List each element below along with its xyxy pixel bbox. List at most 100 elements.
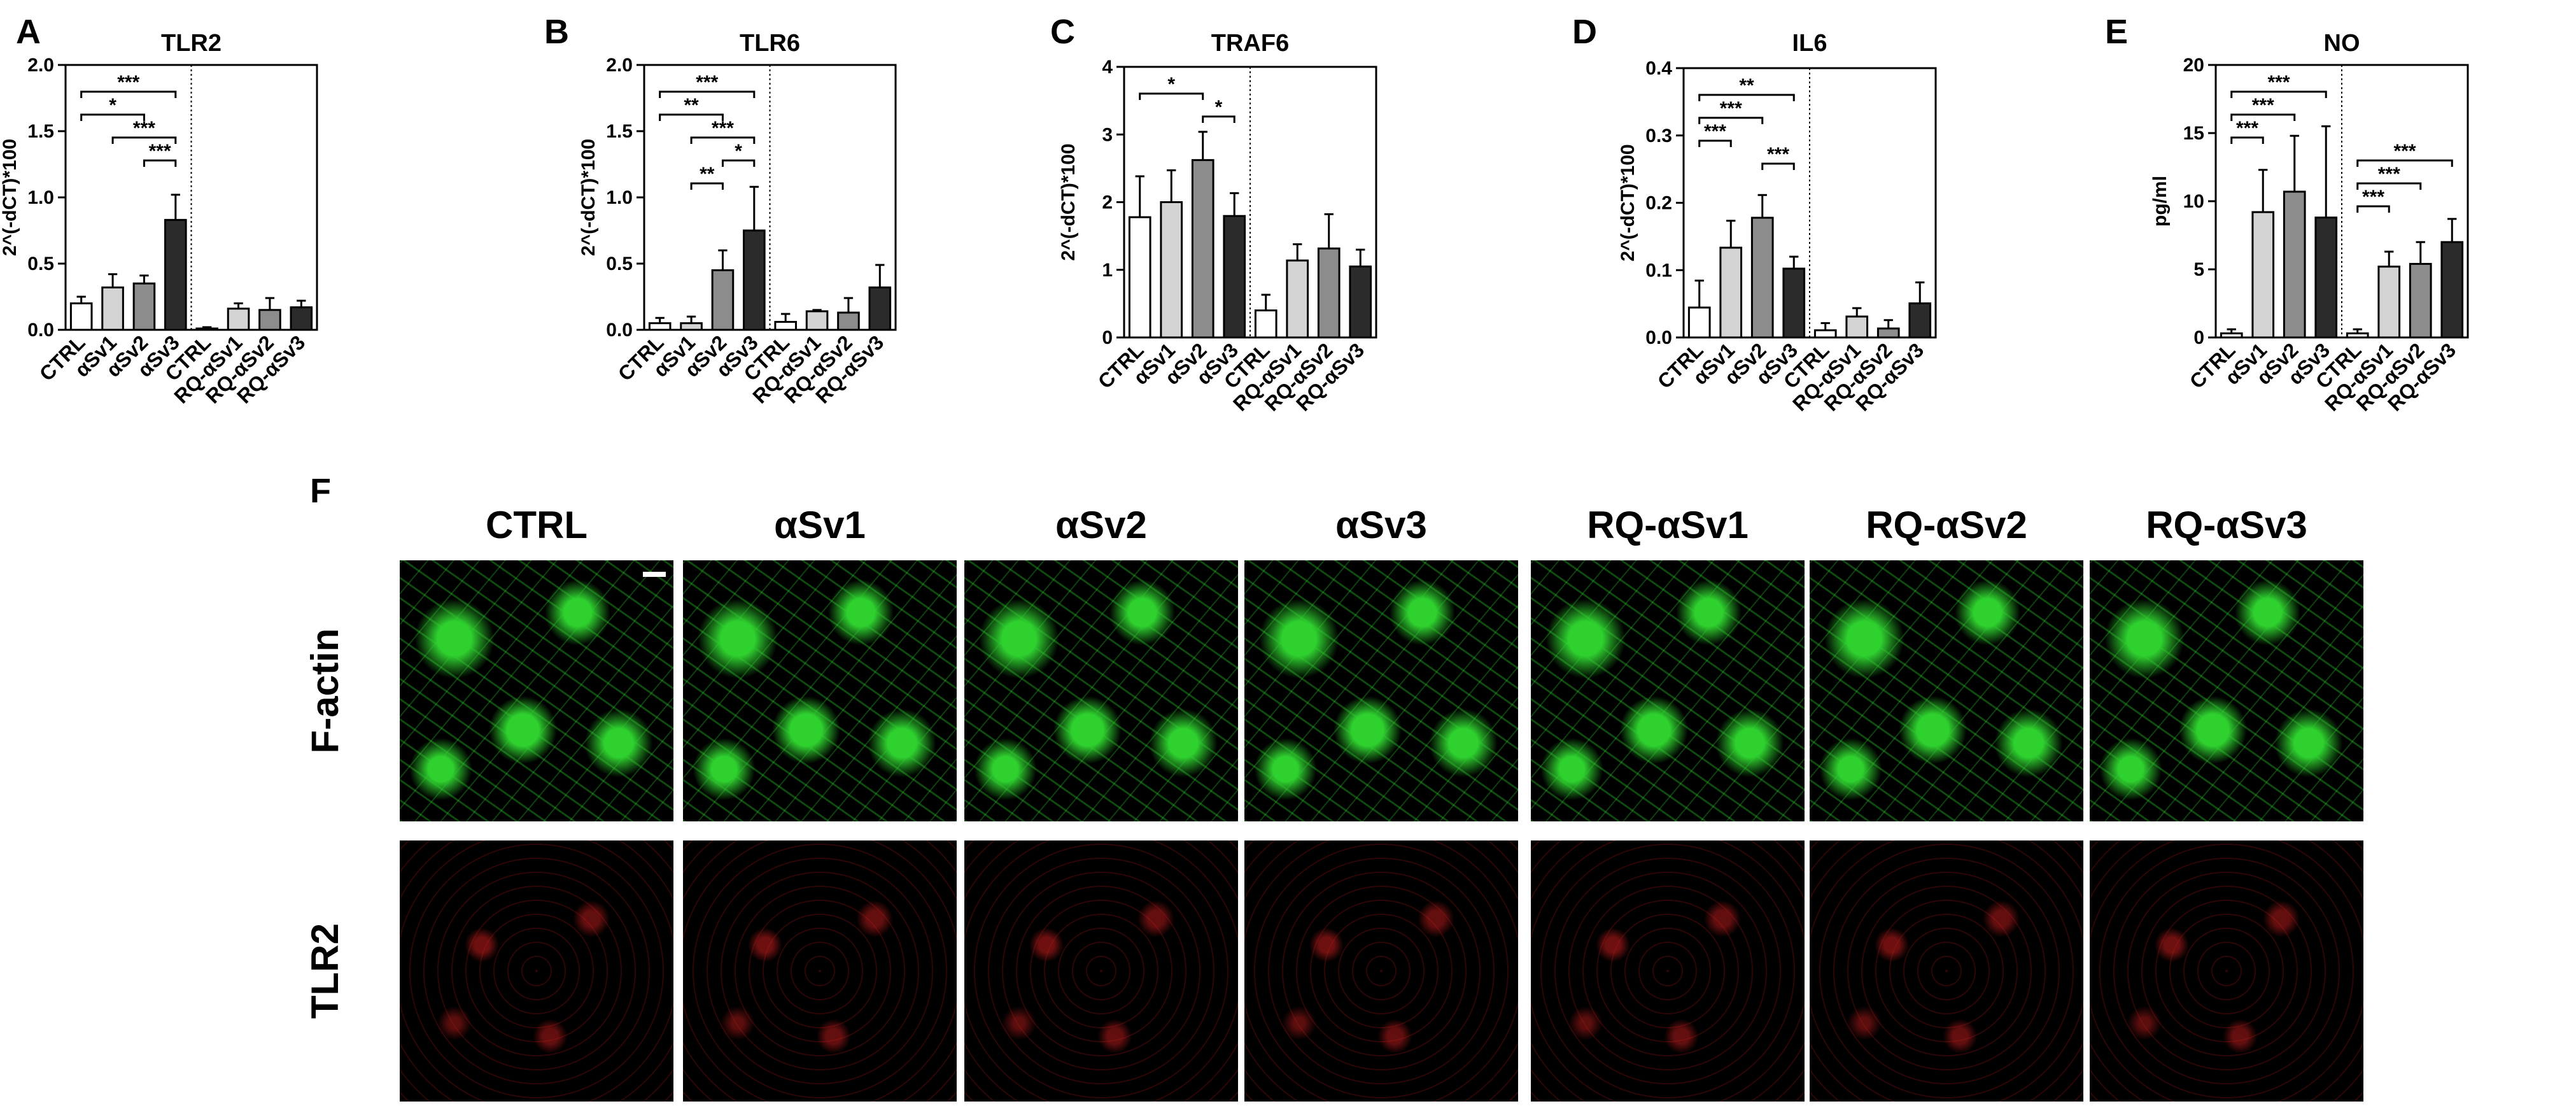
significance-bracket bbox=[721, 159, 756, 167]
significance-label: ** bbox=[1739, 75, 1754, 96]
bar bbox=[132, 282, 156, 331]
y-tick-label: 2 bbox=[1102, 192, 1113, 213]
y-tick-label: 0.0 bbox=[606, 320, 633, 341]
significance-bracket bbox=[2230, 136, 2264, 144]
micrograph-tile bbox=[1244, 840, 1518, 1102]
micrograph-tile bbox=[2090, 840, 2363, 1102]
y-tick-label: 0 bbox=[1102, 327, 1113, 348]
bar bbox=[2314, 216, 2338, 339]
image-column-label: RQ-αSv1 bbox=[1587, 504, 1749, 546]
y-tick-label: 2.0 bbox=[606, 55, 633, 76]
image-column-label: αSv1 bbox=[774, 504, 866, 546]
y-tick-label: 0.0 bbox=[1645, 327, 1672, 348]
bar bbox=[69, 302, 93, 331]
micrograph-tile bbox=[2090, 560, 2363, 821]
micrograph-tile bbox=[1531, 560, 1805, 821]
panel-letter: D bbox=[1572, 13, 1597, 51]
bar bbox=[1191, 159, 1214, 339]
significance-label: ** bbox=[684, 95, 699, 116]
bar bbox=[101, 286, 124, 331]
image-column-label: RQ-αSv3 bbox=[2146, 504, 2307, 546]
bar bbox=[805, 310, 829, 331]
significance-bracket bbox=[659, 90, 756, 98]
significance-bracket bbox=[2356, 182, 2422, 190]
significance-label: *** bbox=[712, 118, 734, 139]
y-tick-label: 0 bbox=[2193, 327, 2204, 348]
panel-letter: E bbox=[2105, 13, 2128, 51]
bar bbox=[1687, 306, 1711, 339]
micrograph-tile bbox=[1244, 560, 1518, 821]
chart-title: TLR2 bbox=[161, 30, 222, 57]
image-row-label: TLR2 bbox=[303, 923, 346, 1019]
micrograph-tile bbox=[1810, 840, 2083, 1102]
significance-label: *** bbox=[2393, 141, 2416, 162]
micrograph-tile bbox=[683, 560, 957, 821]
micrograph-tile bbox=[964, 840, 1238, 1102]
significance-label: *** bbox=[1767, 144, 1789, 165]
significance-label: *** bbox=[133, 118, 155, 139]
bar bbox=[743, 229, 766, 331]
bar bbox=[2251, 211, 2275, 339]
y-tick-label: 1.5 bbox=[27, 121, 54, 142]
y-tick-label: 4 bbox=[1102, 57, 1113, 78]
y-tick-label: 1.5 bbox=[606, 121, 633, 142]
bar bbox=[1160, 201, 1183, 339]
significance-label: *** bbox=[117, 72, 139, 93]
y-tick-label: 1.0 bbox=[606, 187, 633, 208]
y-tick-label: 0.5 bbox=[27, 253, 54, 274]
panel-letter: C bbox=[1050, 13, 1075, 51]
y-tick-label: 0.0 bbox=[27, 320, 54, 341]
significance-label: * bbox=[735, 141, 742, 162]
micrograph-tile bbox=[1531, 840, 1805, 1102]
y-axis-label: 2^(-dCT)*100 bbox=[0, 139, 20, 256]
significance-bracket bbox=[1698, 94, 1795, 101]
bar bbox=[1128, 216, 1151, 339]
significance-bracket bbox=[1761, 162, 1795, 170]
significance-label: *** bbox=[2378, 164, 2400, 185]
significance-bracket bbox=[80, 90, 177, 98]
significance-label: *** bbox=[2267, 72, 2290, 93]
chart-title: TLR6 bbox=[740, 30, 800, 57]
image-column-label: RQ-αSv2 bbox=[1866, 504, 2027, 546]
significance-label: *** bbox=[2362, 187, 2384, 208]
micrograph-tile bbox=[683, 840, 957, 1102]
significance-bracket bbox=[690, 182, 724, 190]
scale-bar bbox=[643, 572, 666, 577]
y-tick-label: 3 bbox=[1102, 124, 1113, 145]
chart-title: TRAF6 bbox=[1211, 30, 1289, 57]
y-tick-label: 0.5 bbox=[606, 253, 633, 274]
y-tick-label: 2.0 bbox=[27, 55, 54, 76]
chart-title: IL6 bbox=[1792, 30, 1827, 57]
significance-label: ** bbox=[700, 164, 715, 185]
significance-bracket bbox=[2356, 159, 2453, 167]
panel-letter: A bbox=[16, 13, 41, 51]
y-tick-label: 5 bbox=[2193, 259, 2204, 280]
significance-label: *** bbox=[2252, 95, 2274, 116]
significance-bracket bbox=[1202, 115, 1235, 123]
panel-f-label: F bbox=[310, 472, 331, 510]
y-axis-label: 2^(-dCT)*100 bbox=[1617, 144, 1638, 261]
y-tick-label: 0.1 bbox=[1645, 260, 1672, 281]
bar bbox=[1719, 246, 1743, 339]
y-tick-label: 20 bbox=[2183, 55, 2204, 76]
chart-panel-d: D IL60.00.10.20.30.42^(-dCT)*100CTRLαSv1α… bbox=[1572, 13, 1937, 416]
significance-bracket bbox=[690, 136, 756, 144]
image-column-label: CTRL bbox=[486, 504, 588, 546]
bar bbox=[164, 218, 187, 331]
y-tick-label: 0.2 bbox=[1645, 193, 1672, 214]
bar bbox=[837, 311, 860, 331]
significance-bracket bbox=[659, 113, 724, 121]
y-axis-label: pg/ml bbox=[2150, 176, 2171, 227]
micrograph-tile bbox=[1810, 560, 2083, 821]
significance-label: *** bbox=[2236, 118, 2258, 139]
significance-bracket bbox=[2230, 113, 2296, 121]
image-row-label: F-actin bbox=[303, 628, 346, 754]
significance-bracket bbox=[1698, 139, 1732, 147]
y-tick-label: 0.4 bbox=[1645, 58, 1672, 79]
significance-label: *** bbox=[149, 141, 171, 162]
significance-bracket bbox=[143, 159, 177, 167]
y-tick-label: 15 bbox=[2183, 123, 2204, 144]
chart-title: NO bbox=[2324, 30, 2360, 57]
y-axis-label: 2^(-dCT)*100 bbox=[1058, 143, 1079, 260]
